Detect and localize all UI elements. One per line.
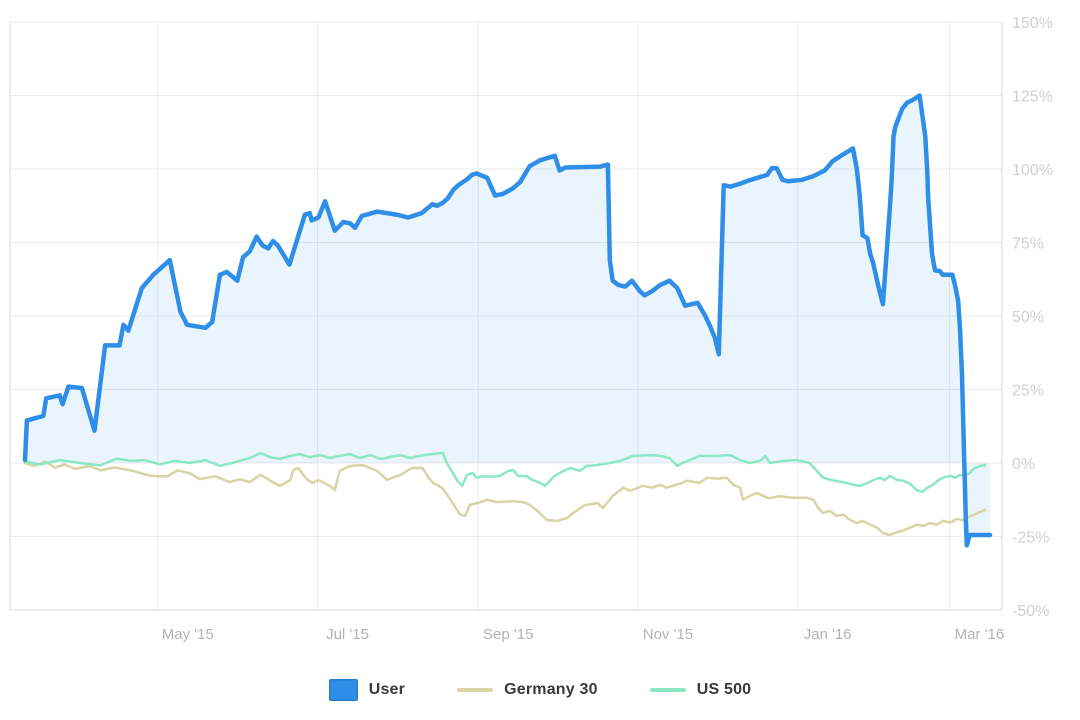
us-500-series-line-icon bbox=[649, 688, 686, 692]
legend-item-germany-30[interactable]: Germany 30 bbox=[457, 681, 598, 699]
y-axis-tick-label: 125% bbox=[1012, 89, 1053, 106]
legend-label-us-500: US 500 bbox=[696, 681, 752, 698]
x-axis-tick-label: Jul '15 bbox=[326, 626, 369, 643]
user-series-swatch-icon bbox=[328, 679, 358, 701]
y-axis-tick-label: 0% bbox=[1012, 456, 1035, 473]
x-axis-tick-label: Nov '15 bbox=[643, 626, 693, 643]
x-axis-tick-label: Sep '15 bbox=[483, 626, 533, 643]
chart-legend: User Germany 30 US 500 bbox=[0, 668, 1080, 712]
germany-30-series-line-icon bbox=[457, 688, 494, 692]
x-axis-tick-label: Jan '16 bbox=[804, 626, 852, 643]
y-axis-tick-label: 75% bbox=[1012, 236, 1044, 253]
y-axis-tick-label: -50% bbox=[1012, 603, 1049, 620]
legend-item-user[interactable]: User bbox=[328, 679, 406, 701]
y-axis-tick-label: 100% bbox=[1012, 162, 1053, 179]
y-axis-tick-label: 150% bbox=[1012, 15, 1053, 32]
axis-labels: 150% 125% 100% 75% 50% 25% 0% -25% -50% May '15 Ju… bbox=[162, 15, 1053, 643]
chart-canvas: 150% 125% 100% 75% 50% 25% 0% -25% -50% May '15 Ju… bbox=[9, 15, 1053, 643]
legend-item-us-500[interactable]: US 500 bbox=[649, 681, 752, 699]
x-axis-tick-label: Mar '16 bbox=[955, 626, 1005, 643]
performance-chart: 150% 125% 100% 75% 50% 25% 0% -25% -50% May '15 Ju… bbox=[9, 15, 1053, 643]
gridlines bbox=[9, 21, 1003, 611]
y-axis-tick-label: 50% bbox=[1012, 309, 1044, 326]
series-germany-30-line[interactable] bbox=[23, 460, 987, 537]
x-axis-tick-label: May '15 bbox=[162, 626, 214, 643]
y-axis-tick-label: -25% bbox=[1012, 530, 1049, 547]
y-axis-tick-label: 25% bbox=[1012, 383, 1044, 400]
series-user-line[interactable] bbox=[22, 93, 993, 548]
series-us-500-line[interactable] bbox=[23, 451, 987, 494]
legend-label-user: User bbox=[368, 681, 406, 698]
series-user-area bbox=[25, 95, 990, 546]
legend-label-germany-30: Germany 30 bbox=[504, 681, 598, 698]
